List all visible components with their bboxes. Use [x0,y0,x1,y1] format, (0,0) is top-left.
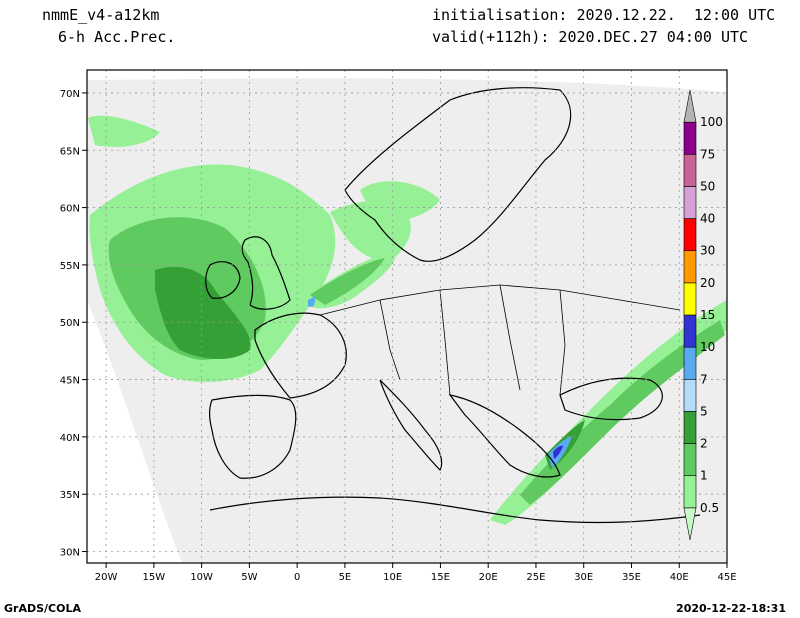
valid-time: valid(+112h): 2020.DEC.27 04:00 UTC [432,28,749,46]
coastline-britain [241,236,291,310]
colorbar-bin [683,378,697,412]
border-lines [319,284,681,396]
lat-tick-label: 55N [60,261,80,272]
colorbar-label: 30 [700,244,715,258]
colorbar-label: 1 [700,469,708,483]
colorbar-label: 0.5 [700,501,719,515]
precip-area [155,266,251,359]
lon-tick-label: 40E [670,572,689,583]
lat-tick-label: 70N [60,89,80,100]
colorbar-label: 40 [700,212,715,226]
lat-tick-label: 40N [60,433,80,444]
lon-tick-label: 20W [95,572,118,583]
lat-tick-label: 50N [60,318,80,329]
lon-tick-label: 5W [241,572,257,583]
lon-tick-label: 10W [190,572,213,583]
colorbar-label: 10 [700,340,715,354]
colorbar-bin [683,153,697,187]
lon-tick-label: 0 [294,572,300,583]
field-name: 6-h Acc.Prec. [58,28,176,46]
colorbar-label: 15 [700,308,715,322]
graticule [87,70,727,563]
model-name: nmmE_v4-a12km [42,6,160,24]
colorbar: 0.5 1 2 5 7 10 15 20 30 40 50 75 100 [683,89,723,541]
coastline-italy [379,379,443,472]
colorbar-bin [683,218,697,252]
colorbar-bin [683,250,697,284]
precip-area [308,296,316,307]
colorbar-bin [683,282,697,316]
lat-tick-label: 65N [60,146,80,157]
lat-tick-label: 30N [60,548,80,559]
lon-tick-label: 25E [526,572,545,583]
lat-tick-label: 35N [60,490,80,501]
lon-tick-label: 15W [143,572,166,583]
footer-timestamp: 2020-12-22-18:31 [676,602,786,615]
colorbar-label: 100 [700,115,723,129]
coastline-scandinavia [344,87,572,262]
lon-tick-label: 45E [717,572,736,583]
colorbar-label: 5 [700,404,708,418]
colorbar-bin [683,89,697,123]
colorbar-bin [683,346,697,380]
footer-software: GrADS/COLA [4,602,81,615]
coastline-black-sea [559,377,663,421]
precip-area [553,445,563,459]
lat-tick-label: 45N [60,376,80,387]
lon-tick-label: 5E [339,572,352,583]
lon-tick-label: 20E [479,572,498,583]
colorbar-label: 7 [700,372,708,386]
colorbar-label: 75 [700,147,715,161]
lon-tick-label: 30E [574,572,593,583]
colorbar-bin [683,475,697,509]
precip-area [88,115,160,147]
lon-tick-label: 15E [431,572,450,583]
colorbar-bin [683,314,697,348]
colorbar-label: 20 [700,276,715,290]
map-frame [86,69,728,564]
axis-ticks: 20W 15W 10W 5W 0 5E 10E 15E 20E 25E 30E 35E 40E 45E 30… [60,89,737,583]
colorbar-label: 2 [700,437,708,451]
coastline-balkans [448,394,561,478]
initialisation-time: initialisation: 2020.12.22. 12:00 UTC [432,6,776,24]
precip-area [520,320,725,505]
precip-area [360,181,440,222]
colorbar-bin [683,443,697,477]
colorbar-bin [683,121,697,155]
precip-field [88,115,727,525]
lon-tick-label: 35E [622,572,641,583]
colorbar-bin [683,411,697,444]
colorbar-bin [683,186,697,219]
colorbar-label: 50 [700,179,715,193]
lon-tick-label: 10E [383,572,402,583]
coastline-ireland [205,261,241,299]
coastline-iberia [209,394,297,479]
precip-area [310,258,385,305]
coastline-africa [209,496,701,524]
lat-tick-label: 60N [60,204,80,215]
